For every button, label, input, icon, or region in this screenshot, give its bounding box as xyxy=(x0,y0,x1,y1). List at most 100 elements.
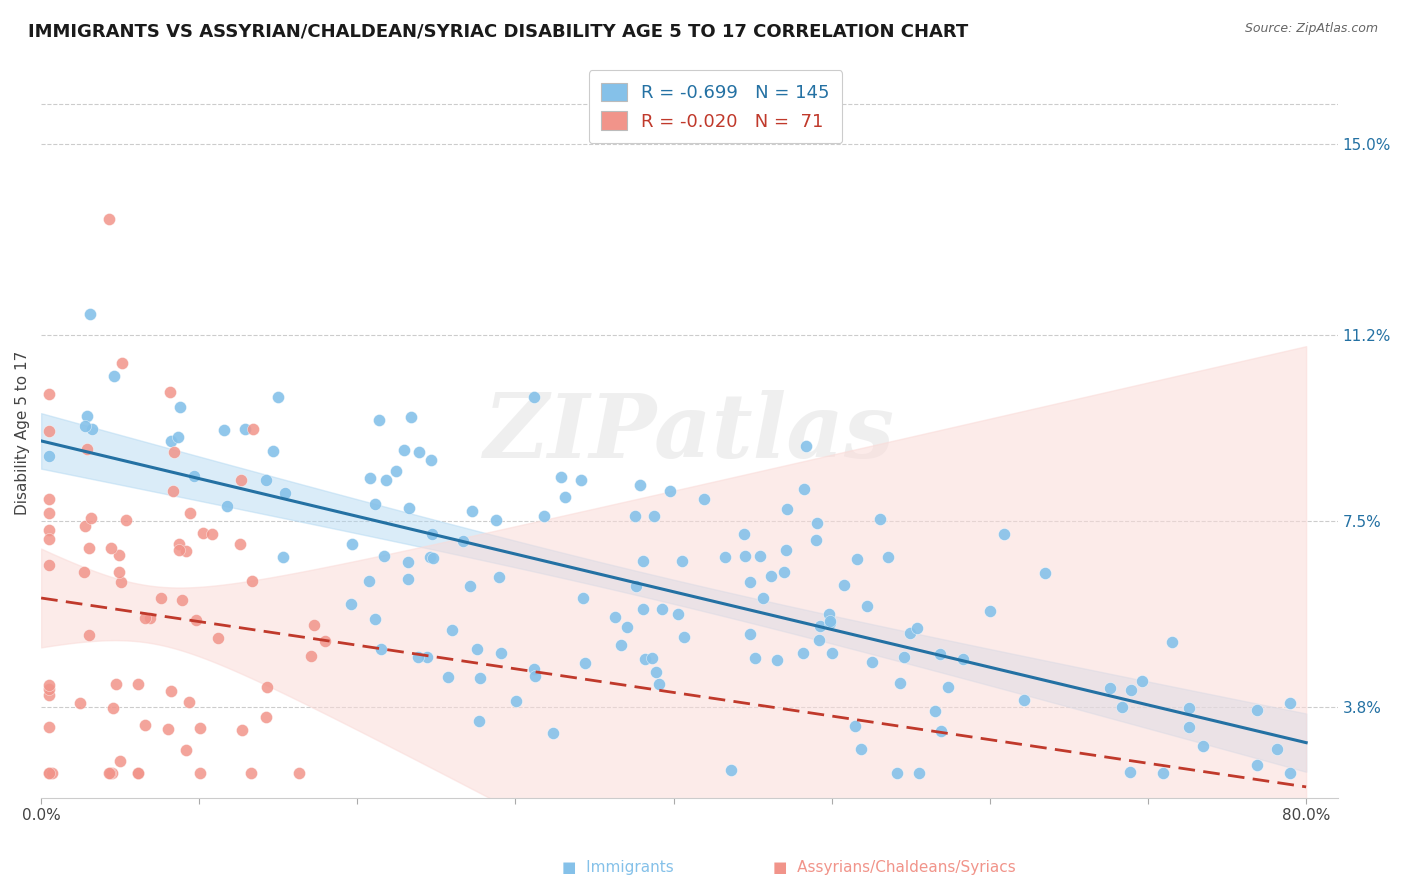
Point xyxy=(38,765,60,780)
Point xyxy=(80,422,103,436)
Point xyxy=(396,572,419,586)
Point xyxy=(856,599,879,613)
Point xyxy=(41,765,63,780)
Point xyxy=(733,526,755,541)
Point xyxy=(179,506,201,520)
Point xyxy=(761,569,783,583)
Point xyxy=(749,549,772,563)
Point xyxy=(174,543,197,558)
Point xyxy=(188,765,211,780)
Point xyxy=(314,634,336,648)
Point xyxy=(80,511,103,525)
Point xyxy=(845,552,868,566)
Point xyxy=(242,422,264,436)
Point xyxy=(373,549,395,563)
Point xyxy=(806,516,828,531)
Point xyxy=(1012,692,1035,706)
Point xyxy=(288,765,311,780)
Point xyxy=(114,513,136,527)
Point xyxy=(183,468,205,483)
Point xyxy=(73,519,96,533)
Point xyxy=(898,626,921,640)
Point xyxy=(162,483,184,498)
Point xyxy=(235,422,257,436)
Point xyxy=(256,680,278,694)
Point xyxy=(76,409,98,423)
Point xyxy=(359,574,381,588)
Point xyxy=(419,549,441,564)
Point xyxy=(523,390,546,404)
Point xyxy=(76,442,98,456)
Point xyxy=(108,549,131,563)
Point xyxy=(1130,673,1153,688)
Point xyxy=(609,638,631,652)
Point xyxy=(75,419,97,434)
Point xyxy=(1265,742,1288,756)
Point xyxy=(240,574,263,588)
Point xyxy=(794,439,817,453)
Point xyxy=(533,509,555,524)
Point xyxy=(666,607,689,621)
Y-axis label: Disability Age 5 to 17: Disability Age 5 to 17 xyxy=(15,351,30,516)
Point xyxy=(869,512,891,526)
Point xyxy=(138,610,160,624)
Point xyxy=(420,527,443,541)
Point xyxy=(907,765,929,780)
Point xyxy=(849,741,872,756)
Point xyxy=(1119,683,1142,698)
Point xyxy=(159,434,181,448)
Point xyxy=(1111,699,1133,714)
Point xyxy=(672,630,695,644)
Point xyxy=(392,442,415,457)
Point xyxy=(776,501,799,516)
Point xyxy=(267,390,290,404)
Point xyxy=(465,641,488,656)
Point xyxy=(408,445,430,459)
Point xyxy=(817,607,839,621)
Point xyxy=(150,591,173,605)
Point xyxy=(370,642,392,657)
Point xyxy=(734,549,756,563)
Point xyxy=(359,471,381,485)
Point xyxy=(38,424,60,438)
Point xyxy=(105,677,128,691)
Point xyxy=(1178,720,1201,734)
Point xyxy=(169,400,191,414)
Point xyxy=(713,549,735,564)
Point xyxy=(299,648,322,663)
Point xyxy=(1192,739,1215,753)
Point xyxy=(38,449,60,463)
Point xyxy=(38,491,60,506)
Point xyxy=(1177,701,1199,715)
Point xyxy=(993,527,1015,541)
Legend: R = -0.699   N = 145, R = -0.020   N =  71: R = -0.699 N = 145, R = -0.020 N = 71 xyxy=(589,70,842,144)
Point xyxy=(659,483,682,498)
Point xyxy=(79,307,101,321)
Point xyxy=(167,536,190,550)
Point xyxy=(364,497,387,511)
Point xyxy=(231,723,253,737)
Point xyxy=(648,677,671,691)
Point xyxy=(524,669,547,683)
Text: ZIPatlas: ZIPatlas xyxy=(484,390,896,476)
Point xyxy=(212,423,235,437)
Point xyxy=(441,623,464,637)
Point xyxy=(1033,566,1056,580)
Point xyxy=(375,473,398,487)
Point xyxy=(924,704,946,718)
Point xyxy=(633,652,655,666)
Point xyxy=(616,620,638,634)
Point xyxy=(572,591,595,605)
Point xyxy=(217,499,239,513)
Point xyxy=(929,647,952,661)
Point xyxy=(720,764,742,778)
Point xyxy=(936,680,959,694)
Point xyxy=(274,485,297,500)
Point xyxy=(77,541,100,556)
Point xyxy=(98,765,121,780)
Point xyxy=(886,765,908,780)
Point xyxy=(273,549,295,564)
Text: IMMIGRANTS VS ASSYRIAN/CHALDEAN/SYRIAC DISABILITY AGE 5 TO 17 CORRELATION CHART: IMMIGRANTS VS ASSYRIAN/CHALDEAN/SYRIAC D… xyxy=(28,22,969,40)
Point xyxy=(207,632,229,646)
Point xyxy=(808,619,831,633)
